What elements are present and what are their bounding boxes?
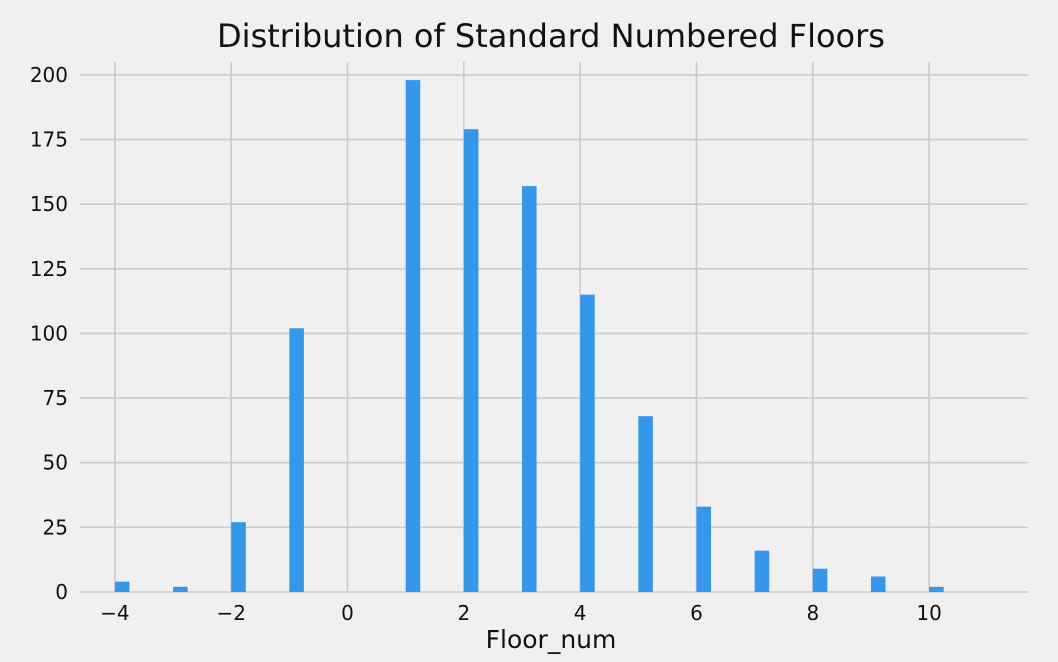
x-tick-label: 0	[341, 601, 354, 625]
y-tick-label: 175	[30, 128, 68, 152]
bar	[522, 186, 537, 592]
x-tick-label: 4	[574, 601, 587, 625]
bar	[929, 586, 944, 592]
x-axis-label: Floor_num	[486, 625, 617, 654]
y-tick-label: 125	[30, 257, 68, 281]
x-tick-label: −2	[216, 601, 245, 625]
bar	[696, 506, 712, 592]
chart-title: Distribution of Standard Numbered Floors	[217, 17, 885, 55]
bar	[580, 294, 595, 592]
x-tick-label: 10	[916, 601, 941, 625]
x-tick-label: 2	[457, 601, 470, 625]
bars	[114, 80, 944, 592]
y-tick-label: 50	[43, 451, 68, 475]
y-tick-label: 0	[55, 580, 68, 604]
x-tick-label: 8	[806, 601, 819, 625]
bar	[114, 581, 130, 592]
y-tick-label: 25	[43, 515, 68, 539]
x-tick-label: 6	[690, 601, 703, 625]
bar	[173, 586, 188, 592]
bar	[812, 568, 828, 592]
y-tick-label: 75	[43, 386, 68, 410]
bar	[754, 550, 770, 592]
bar	[231, 522, 246, 592]
y-tick-label: 150	[30, 192, 68, 216]
bar	[463, 129, 479, 592]
y-axis-ticks: 0 25 50 75 100 125 150 175 200	[30, 63, 68, 604]
grid	[80, 62, 1028, 593]
y-tick-label: 100	[30, 321, 68, 345]
bar	[870, 576, 886, 592]
x-axis-ticks: −4 −2 0 2 4 6 8 10	[100, 601, 942, 625]
bar	[405, 80, 421, 592]
x-tick-label: −4	[100, 601, 129, 625]
bar	[638, 416, 653, 592]
y-tick-label: 200	[30, 63, 68, 87]
bar	[289, 328, 304, 592]
